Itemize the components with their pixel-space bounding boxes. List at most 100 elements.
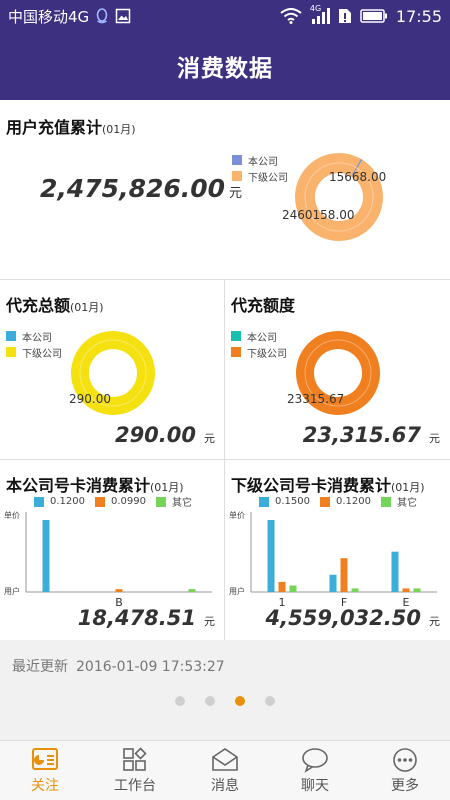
nav-item-follow[interactable]: 关注 <box>0 741 90 800</box>
signal-icon <box>311 8 330 24</box>
recharge-total-title: 用户充值累计(01月) <box>6 114 136 138</box>
status-right: 4G 17:55 <box>280 4 442 26</box>
chat-bubble-icon <box>302 747 328 773</box>
donut-label-sub: 290.00 <box>69 392 111 406</box>
legend-swatch <box>232 171 242 181</box>
bottom-navigation: 关注 工作台 消息 聊天 更多 <box>0 740 450 800</box>
y-axis-bottom-label: 用户 <box>229 586 245 596</box>
clock: 17:55 <box>395 6 442 26</box>
proxy-quota-card[interactable]: 代充额度 本公司 下级公司 23315.67 23,315.67 元 <box>225 280 450 460</box>
page-dot[interactable] <box>205 696 215 706</box>
legend-label: 下级公司 <box>247 348 287 360</box>
recharge-total-amount: 2,475,826.00 元 <box>40 174 242 203</box>
legend-item-own-company: 本公司 <box>6 328 62 344</box>
legend-swatch <box>6 331 16 341</box>
header-bar: 消费数据 <box>0 32 450 100</box>
y-axis-top-label: 单价 <box>229 510 245 520</box>
legend-item-series-2: 0.0990 <box>95 494 146 509</box>
proxy-quota-legend: 本公司 下级公司 <box>231 328 287 360</box>
recharge-total-card[interactable]: 用户充值累计(01月) 2,475,826.00 元 本公司 下级公司 15668… <box>0 100 450 280</box>
battery-icon <box>360 9 387 23</box>
donut-slice <box>296 331 380 415</box>
nav-label: 关注 <box>31 777 59 794</box>
sub-card-month: (01月) <box>391 481 425 494</box>
bar <box>42 520 50 592</box>
donut-label-sub: 23315.67 <box>287 392 345 406</box>
nav-label: 聊天 <box>301 777 329 794</box>
legend-item-own-company: 本公司 <box>231 328 287 344</box>
own-card-title: 本公司号卡消费累计(01月) <box>6 472 184 496</box>
sub-card-title: 下级公司号卡消费累计(01月) <box>231 472 425 496</box>
y-axis-top-label: 单价 <box>4 510 20 520</box>
bar <box>391 551 399 592</box>
bar <box>188 589 196 592</box>
donut-outline <box>304 339 372 407</box>
wifi-icon <box>280 8 302 24</box>
own-card-month: (01月) <box>150 481 184 494</box>
legend-swatch <box>95 496 105 507</box>
bar <box>402 588 410 592</box>
bar <box>267 520 275 592</box>
nav-item-messages[interactable]: 消息 <box>180 741 270 800</box>
own-card-legend: 0.1200 0.0990 其它 <box>34 494 192 509</box>
legend-label: 其它 <box>397 498 417 509</box>
update-info-panel: 最近更新 2016-01-09 17:53:27 <box>0 640 450 740</box>
mail-icon <box>212 747 238 771</box>
legend-swatch <box>320 496 330 507</box>
dashboard-content[interactable]: 用户充值累计(01月) 2,475,826.00 元 本公司 下级公司 15668… <box>0 100 450 640</box>
nav-item-more[interactable]: 更多 <box>360 741 450 800</box>
card-divider <box>224 280 225 640</box>
nav-label: 更多 <box>391 777 419 794</box>
donut-label-sub: 2460158.00 <box>282 208 355 222</box>
sub-card-legend: 0.1500 0.1200 其它 <box>259 494 417 509</box>
legend-swatch <box>231 347 241 357</box>
last-updated: 最近更新 2016-01-09 17:53:27 <box>12 656 225 676</box>
image-notification-icon <box>115 8 131 24</box>
donut-label-own: 15668.00 <box>329 170 387 184</box>
legend-label: 本公司 <box>247 332 277 344</box>
x-tick-label: F <box>341 596 347 608</box>
legend-swatch <box>156 496 166 507</box>
recharge-total-amount-value: 2,475,826.00 <box>40 174 226 203</box>
page-dot[interactable] <box>175 696 185 706</box>
legend-label: 0.1200 <box>50 496 85 507</box>
nav-item-chat[interactable]: 聊天 <box>270 741 360 800</box>
sub-card-amount: 4,559,032.50 元 <box>266 606 440 630</box>
signal-group: 4G <box>310 4 330 24</box>
own-card-consumption-card[interactable]: 本公司号卡消费累计(01月) 0.1200 0.0990 其它 单价 用户 B 18… <box>0 460 225 640</box>
qq-icon <box>96 8 108 24</box>
last-updated-timestamp: 2016-01-09 17:53:27 <box>76 659 225 675</box>
own-card-amount: 18,478.51 元 <box>78 606 215 630</box>
legend-item-sub-company: 下级公司 <box>6 344 62 360</box>
legend-label: 下级公司 <box>248 172 288 184</box>
proxy-quota-unit: 元 <box>429 432 440 445</box>
dashboard-icon <box>32 747 58 770</box>
proxy-total-card[interactable]: 代充总额(01月) 本公司 下级公司 290.00 290.00 元 <box>0 280 225 460</box>
page-indicator[interactable] <box>0 696 450 706</box>
page-dot[interactable] <box>265 696 275 706</box>
more-dots-icon <box>393 747 417 772</box>
legend-item-series-1: 0.1500 <box>259 494 310 509</box>
recharge-total-title-text: 用户充值累计 <box>6 118 103 137</box>
proxy-total-legend: 本公司 下级公司 <box>6 328 62 360</box>
carrier-group: 中国移动4G <box>8 6 131 27</box>
legend-swatch <box>34 496 44 507</box>
proxy-total-donut-chart <box>71 331 155 415</box>
legend-label: 其它 <box>172 498 192 509</box>
proxy-quota-title: 代充额度 <box>231 292 295 316</box>
proxy-quota-title-text: 代充额度 <box>231 296 296 315</box>
own-card-unit: 元 <box>204 615 215 628</box>
bar <box>329 574 337 592</box>
legend-swatch <box>381 496 391 507</box>
nav-item-workbench[interactable]: 工作台 <box>90 741 180 800</box>
page-dot[interactable] <box>235 696 245 706</box>
sub-card-consumption-card[interactable]: 下级公司号卡消费累计(01月) 0.1500 0.1200 其它 单价 用户 1 F E… <box>225 460 450 640</box>
donut-outline <box>79 339 147 407</box>
donut-slice <box>71 331 155 415</box>
network-type: 4G <box>309 4 322 13</box>
own-card-amount-value: 18,478.51 <box>77 606 196 630</box>
legend-label: 0.1500 <box>275 496 310 507</box>
proxy-quota-amount: 23,315.67 元 <box>303 423 440 447</box>
legend-label: 下级公司 <box>22 348 62 360</box>
